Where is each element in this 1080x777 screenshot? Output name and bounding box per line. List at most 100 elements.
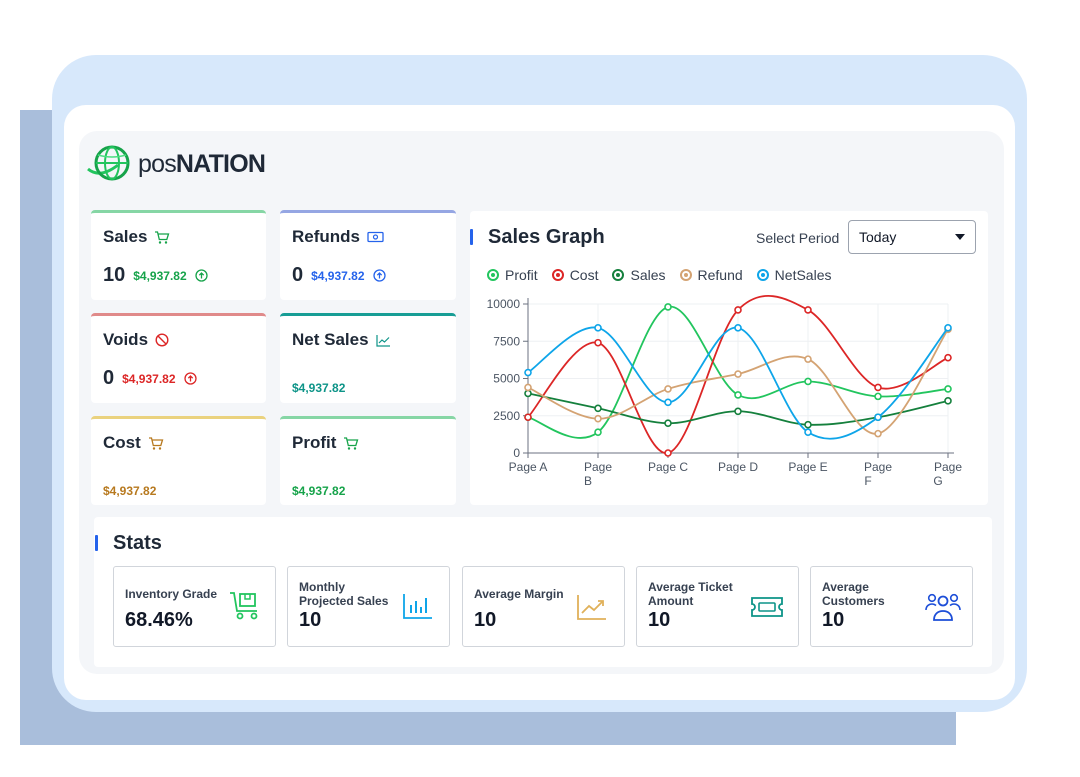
net-sales-card-title: Net Sales xyxy=(292,330,444,350)
legend-marker xyxy=(679,269,692,281)
data-point-refund xyxy=(874,429,882,438)
chart-legend: Profit Cost Sales Refund NetSales xyxy=(487,267,831,283)
data-point-netsales xyxy=(734,324,742,332)
arrow-up-circle-icon xyxy=(183,372,197,385)
voids-amount: $4,937.82 xyxy=(122,371,176,386)
bar-chart-icon xyxy=(403,594,432,619)
sales-amount: $4,937.82 xyxy=(133,268,187,283)
x-tick-label: B xyxy=(584,474,592,488)
data-point-netsales xyxy=(524,368,532,377)
data-point-cost xyxy=(804,306,812,314)
cart-icon xyxy=(148,436,164,450)
cash-icon xyxy=(367,231,384,243)
data-point-netsales xyxy=(664,398,672,407)
y-tick-label: 7500 xyxy=(493,334,520,348)
cart-icon xyxy=(155,230,170,244)
legend-item-netsales[interactable]: NetSales xyxy=(756,267,831,283)
stat-card-average-customers[interactable]: Average Customers 10 xyxy=(810,566,973,647)
sales-card-title: Sales xyxy=(103,227,254,247)
data-point-profit xyxy=(734,391,742,399)
data-point-sales xyxy=(594,404,602,413)
stat-card-monthly-projected-sales[interactable]: Monthly Projected Sales 10 xyxy=(287,566,450,647)
stat-value: 68.46% xyxy=(125,609,193,631)
legend-item-profit[interactable]: Profit xyxy=(487,267,538,283)
stat-label: Average Customers xyxy=(822,580,885,608)
data-point-netsales xyxy=(944,324,952,332)
y-tick-label: 5000 xyxy=(493,372,520,386)
data-point-cost xyxy=(944,353,952,362)
legend-marker xyxy=(756,269,769,281)
voids-card[interactable]: Voids 0 $4,937.82 xyxy=(91,313,266,403)
x-tick-label: Page C xyxy=(648,460,688,474)
profit-card[interactable]: Profit $4,937.82 xyxy=(280,416,456,505)
users-icon xyxy=(925,593,961,621)
arrow-up-circle-icon xyxy=(194,269,208,282)
cost-card-title: Cost xyxy=(103,433,254,453)
x-tick-label: Page E xyxy=(788,460,827,474)
data-point-cost xyxy=(734,306,742,314)
legend-marker xyxy=(487,269,499,281)
stat-label: Average Ticket Amount xyxy=(648,580,733,608)
profit-amount: $4,937.82 xyxy=(292,484,346,498)
stats-title: Stats xyxy=(113,532,162,554)
stat-value: 10 xyxy=(648,609,671,631)
sales-card[interactable]: Sales 10 $4,937.82 xyxy=(91,210,266,300)
refunds-card-title: Refunds xyxy=(292,227,444,247)
sales-graph-title: Sales Graph xyxy=(488,226,605,248)
voids-count: 0 xyxy=(103,367,115,389)
legend-item-cost[interactable]: Cost xyxy=(551,267,598,283)
voids-card-title: Voids xyxy=(103,330,254,350)
y-tick-label: 2500 xyxy=(493,409,520,423)
data-point-netsales xyxy=(874,413,882,422)
cart-box-icon xyxy=(230,592,258,620)
data-point-sales xyxy=(944,397,952,405)
stat-card-inventory-grade[interactable]: Inventory Grade 68.46% xyxy=(113,566,276,647)
data-point-cost xyxy=(664,449,672,457)
legend-marker xyxy=(612,269,625,281)
y-tick-label: 10000 xyxy=(487,297,521,311)
profit-card-title: Profit xyxy=(292,433,444,453)
stat-value: 10 xyxy=(474,609,497,631)
x-tick-label: Page xyxy=(864,460,892,474)
stat-card-average-margin[interactable]: Average Margin 10 xyxy=(462,566,625,647)
refunds-card[interactable]: Refunds 0 $4,937.82 xyxy=(280,210,456,300)
data-point-profit xyxy=(804,377,812,386)
sales-card-values: 10 $4,937.82 xyxy=(103,264,254,287)
data-point-profit xyxy=(944,385,952,393)
voids-card-values: 0 $4,937.82 xyxy=(103,367,254,390)
data-point-profit xyxy=(664,303,672,311)
legend-item-sales[interactable]: Sales xyxy=(612,267,666,283)
period-select-value: Today xyxy=(859,229,897,245)
stat-label: Average Margin xyxy=(474,587,564,601)
cost-card[interactable]: Cost $4,937.82 xyxy=(91,416,266,505)
brand-logo: posNATION xyxy=(86,143,266,185)
select-period-label: Select Period xyxy=(756,230,840,246)
x-tick-label: Page A xyxy=(509,460,548,474)
net-sales-card[interactable]: Net Sales $4,937.82 xyxy=(280,313,456,403)
data-point-refund xyxy=(734,370,742,378)
legend-marker xyxy=(551,269,564,281)
x-tick-label: Page xyxy=(584,460,612,474)
stat-card-average-ticket-amount[interactable]: Average Ticket Amount 10 xyxy=(636,566,799,647)
section-accent-bar xyxy=(470,229,473,245)
refunds-card-values: 0 $4,937.82 xyxy=(292,264,444,287)
data-point-refund xyxy=(524,383,532,392)
ban-icon xyxy=(155,333,169,347)
refunds-count: 0 xyxy=(292,264,304,286)
data-point-netsales xyxy=(804,428,812,436)
period-select[interactable]: Today xyxy=(848,220,976,254)
y-tick-label: 0 xyxy=(513,446,520,460)
sales-graph-panel xyxy=(470,211,988,505)
legend-item-refund[interactable]: Refund xyxy=(679,267,743,283)
data-point-sales xyxy=(804,420,812,429)
cost-amount: $4,937.82 xyxy=(103,484,157,498)
sales-count: 10 xyxy=(103,264,126,286)
section-accent-bar xyxy=(95,535,98,551)
brand-name: posNATION xyxy=(138,149,266,178)
data-point-sales xyxy=(734,407,742,416)
x-tick-label: Page xyxy=(934,460,962,474)
data-point-netsales xyxy=(594,324,602,332)
data-point-cost xyxy=(524,413,532,422)
